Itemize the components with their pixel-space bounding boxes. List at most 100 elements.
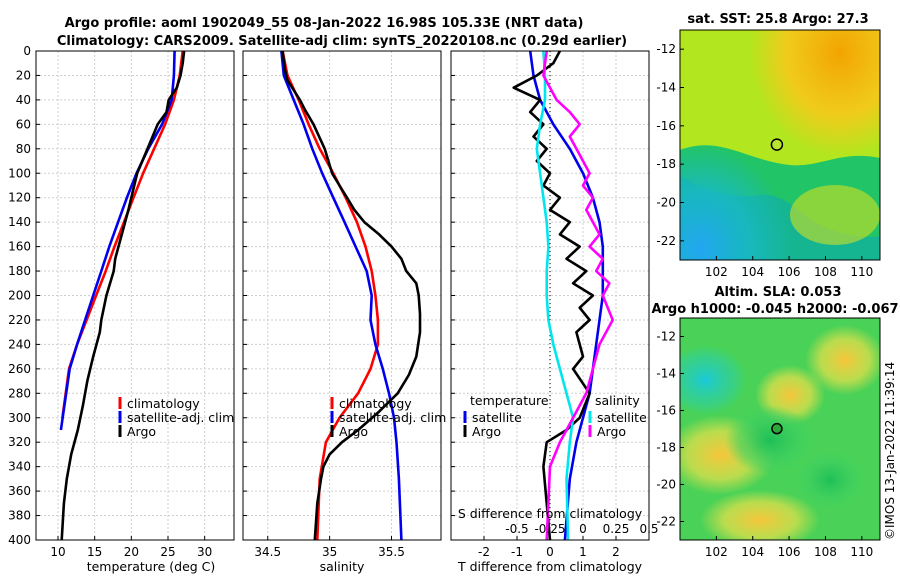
series-line-argo <box>60 51 186 540</box>
x-tick-label: -1 <box>511 545 523 559</box>
difference-ticks: -2 -1 0 1 2 <box>451 50 620 559</box>
legend-climatology-label: climatology <box>127 396 200 411</box>
temperature-panel: 0 20 40 60 80 100 120 140 160 180 200 220 240 260 280 3… <box>8 44 235 574</box>
salinity-ticks: 34.5 35 35.5 <box>243 50 405 559</box>
series-line-satellite-adj-clim <box>280 51 403 540</box>
sla-low-anomaly <box>680 345 747 415</box>
x-tick-label: -2 <box>478 545 490 559</box>
y-tick-label: 160 <box>8 240 31 254</box>
difference-legend: temperature satellite Argo salinity sate… <box>463 393 647 439</box>
y-tick-label: 240 <box>8 337 31 351</box>
sla-map-frame <box>679 317 881 541</box>
sla-green-eddy-south <box>795 450 865 510</box>
legend-satellite-adj-label: satellite-adj. clim <box>127 410 234 425</box>
map-x-tick-label: 108 <box>814 265 837 279</box>
map-x-tick-label: 110 <box>850 545 873 559</box>
legend-temperature-argo-label: Argo <box>472 424 501 439</box>
x-tick-label: 2 <box>612 545 620 559</box>
y-tick-label: 100 <box>8 166 31 180</box>
legend-argo-label: Argo <box>339 424 368 439</box>
legend-temperature-satellite-label: satellite <box>472 410 522 425</box>
map-y-tick-label: -18 <box>656 157 676 171</box>
map-x-tick-label: 102 <box>705 265 728 279</box>
sla-map: Altim. SLA: 0.053 Argo h1000: -0.045 h20… <box>651 285 898 559</box>
top-tick-label: 0 <box>579 522 587 536</box>
figure-title-line1: Argo profile: aoml 1902049_55 08-Jan-202… <box>65 16 584 31</box>
series-line-temperature-argo <box>512 51 595 540</box>
sst-map: sat. SST: 25.8 Argo: 27.3 102 104 106 108 11… <box>656 12 881 279</box>
x-tick-label: 20 <box>124 545 139 559</box>
y-tick-label: 340 <box>8 460 31 474</box>
map-y-tick-label: -20 <box>656 478 676 492</box>
map-y-tick-label: -18 <box>656 441 676 455</box>
x-tick-label: 25 <box>160 545 175 559</box>
x-tick-label: 15 <box>87 545 102 559</box>
y-tick-label: 0 <box>23 44 31 58</box>
map-x-tick-label: 106 <box>778 545 801 559</box>
map-y-tick-label: -14 <box>656 81 676 95</box>
imos-timestamp: ©IMOS 13-Jan-2022 11:39:14 <box>883 362 897 540</box>
figure-title-line2: Climatology: CARS2009. Satellite-adj cli… <box>57 34 627 49</box>
map-x-tick-label: 104 <box>741 545 764 559</box>
salinity-xlabel: salinity <box>320 559 365 574</box>
difference-panel: -2 -1 0 1 2 T difference from climatology S … <box>450 50 659 574</box>
x-tick-label: 35.5 <box>378 545 405 559</box>
sla-map-title-line1: Altim. SLA: 0.053 <box>715 285 842 300</box>
legend-satellite-adj-label: satellite-adj. clim <box>339 410 446 425</box>
salinity-panel: 34.5 35 35.5 salinity climatology satellit… <box>242 50 446 574</box>
series-line-temperature-satellite <box>528 51 605 540</box>
top-tick-label: -0.5 <box>505 522 528 536</box>
temperature-legend: climatology satellite-adj. clim Argo <box>118 396 234 439</box>
top-tick-label: 0.25 <box>603 522 630 536</box>
legend-salinity-argo-label: Argo <box>597 424 626 439</box>
y-tick-label: 40 <box>16 93 31 107</box>
y-tick-label: 120 <box>8 191 31 205</box>
temperature-lines <box>59 51 186 540</box>
map-y-tick-label: -14 <box>656 367 676 381</box>
y-tick-label: 300 <box>8 411 31 425</box>
top-tick-label: -0.25 <box>534 522 565 536</box>
map-y-tick-label: -22 <box>656 515 676 529</box>
x-tick-label: 34.5 <box>254 545 281 559</box>
sst-map-title: sat. SST: 25.8 Argo: 27.3 <box>687 12 868 27</box>
y-tick-label: 200 <box>8 289 31 303</box>
salinity-legend: climatology satellite-adj. clim Argo <box>330 396 446 439</box>
salinity-grid <box>243 50 441 541</box>
map-y-tick-label: -22 <box>656 234 676 248</box>
sla-green-eddy <box>725 405 815 475</box>
map-y-tick-label: -16 <box>656 119 676 133</box>
x-tick-label: 1 <box>579 545 587 559</box>
series-line-argo <box>281 51 422 540</box>
x-tick-label: 35 <box>322 545 337 559</box>
series-line-salinity-argo <box>542 51 615 540</box>
y-tick-label: 60 <box>16 117 31 131</box>
y-tick-label: 220 <box>8 313 31 327</box>
y-tick-label: 360 <box>8 484 31 498</box>
sla-argo-marker <box>771 422 783 435</box>
y-tick-label: 280 <box>8 386 31 400</box>
sla-map-title-line2: Argo h1000: -0.045 h2000: -0.067 <box>651 302 898 317</box>
temperature-grid <box>36 50 234 541</box>
y-tick-label: 380 <box>8 509 31 523</box>
series-line-climatology <box>281 51 380 540</box>
sla-high-anomaly-south <box>700 490 820 540</box>
x-tick-label: 0 <box>546 545 554 559</box>
y-tick-label: 180 <box>8 264 31 278</box>
legend-climatology-label: climatology <box>339 396 412 411</box>
map-x-tick-label: 102 <box>705 545 728 559</box>
sla-field <box>680 318 880 540</box>
map-x-tick-label: 108 <box>814 545 837 559</box>
legend-salinity-satellite-label: satellite <box>597 410 647 425</box>
sst-warm-patch <box>790 185 880 245</box>
y-tick-label: 140 <box>8 215 31 229</box>
salinity-lines <box>280 51 422 540</box>
legend-temperature-title: temperature <box>470 393 549 408</box>
sla-high-anomaly-northeast <box>805 325 880 395</box>
y-tick-label: 80 <box>16 142 31 156</box>
y-tick-label: 260 <box>8 362 31 376</box>
temperature-ticks: 0 20 40 60 80 100 120 140 160 180 200 220 240 260 280 3… <box>8 44 212 559</box>
difference-xlabel: T difference from climatology <box>457 559 643 574</box>
difference-top-label: S difference from climatology <box>458 506 643 521</box>
legend-argo-label: Argo <box>127 424 156 439</box>
